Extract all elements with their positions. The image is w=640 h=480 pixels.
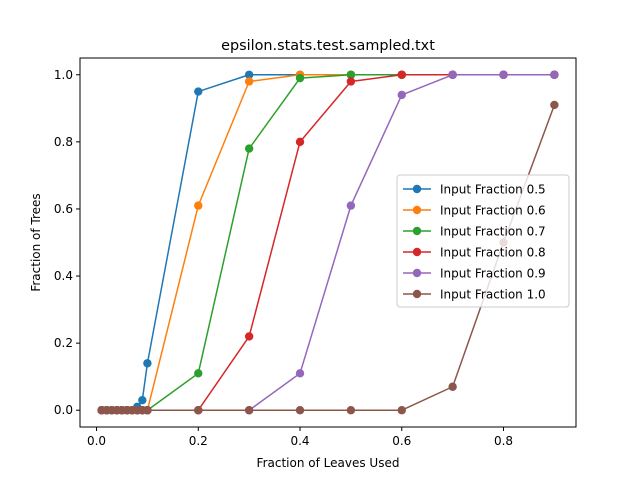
legend-box bbox=[396, 174, 570, 308]
legend-marker bbox=[412, 205, 422, 215]
data-point bbox=[397, 90, 406, 100]
data-point bbox=[143, 359, 152, 368]
legend-item: Input Fraction 0.5 bbox=[403, 183, 546, 197]
legend: Input Fraction 0.5 Input Fraction 0.6 Inpu… bbox=[396, 174, 570, 308]
data-point bbox=[244, 70, 254, 79]
data-point bbox=[346, 201, 356, 210]
legend-marker bbox=[412, 184, 422, 194]
legend-label: Input Fraction 0.5 bbox=[440, 183, 546, 197]
data-point bbox=[397, 406, 406, 415]
legend-marker bbox=[412, 247, 422, 257]
y-tick-label: 0.8 bbox=[54, 135, 73, 149]
legend-item: Input Fraction 1.0 bbox=[403, 288, 546, 302]
legend-marker bbox=[412, 226, 422, 236]
data-point bbox=[194, 406, 203, 415]
y-tick-label: 0.4 bbox=[54, 269, 73, 283]
data-point bbox=[448, 70, 457, 79]
x-tick-label: 0.0 bbox=[87, 434, 106, 448]
axis-ticks: 0.0 0.2 0.4 0.6 0.8 0.0 0.2 0.4 0.6 0.8 1.0 bbox=[54, 68, 513, 448]
data-point bbox=[346, 77, 356, 86]
legend-item: Input Fraction 0.8 bbox=[403, 246, 546, 260]
legend-item: Input Fraction 0.7 bbox=[403, 225, 546, 239]
data-point bbox=[244, 332, 254, 341]
series-6 bbox=[97, 100, 559, 415]
data-point bbox=[295, 406, 305, 415]
legend-label: Input Fraction 0.8 bbox=[440, 246, 546, 260]
data-point bbox=[244, 77, 254, 86]
x-tick-label: 0.8 bbox=[494, 434, 513, 448]
data-point bbox=[397, 70, 406, 79]
y-tick-label: 0.2 bbox=[54, 336, 73, 350]
data-point bbox=[143, 406, 152, 415]
data-point bbox=[448, 382, 457, 391]
data-point bbox=[295, 73, 305, 83]
legend-marker bbox=[412, 268, 422, 278]
data-point bbox=[194, 87, 203, 96]
data-point bbox=[550, 100, 559, 110]
y-axis-label: Fraction of Trees bbox=[29, 193, 43, 291]
data-point bbox=[346, 406, 356, 415]
x-tick-label: 0.6 bbox=[392, 434, 411, 448]
legend-label: Input Fraction 0.9 bbox=[440, 267, 546, 281]
legend-label: Input Fraction 0.7 bbox=[440, 225, 546, 239]
data-point bbox=[499, 70, 508, 79]
data-point bbox=[194, 369, 203, 378]
legend-label: Input Fraction 0.6 bbox=[440, 204, 546, 218]
x-axis-label: Fraction of Leaves Used bbox=[257, 456, 400, 470]
x-tick-label: 0.2 bbox=[189, 434, 208, 448]
legend-marker bbox=[412, 289, 422, 299]
y-tick-label: 0.0 bbox=[54, 403, 73, 417]
data-point bbox=[138, 395, 147, 405]
y-tick-label: 0.6 bbox=[54, 202, 73, 216]
axes-frame bbox=[79, 57, 577, 428]
y-tick-label: 1.0 bbox=[54, 68, 73, 82]
data-point bbox=[295, 137, 305, 147]
data-point bbox=[194, 201, 203, 210]
x-tick-label: 0.4 bbox=[290, 434, 309, 448]
data-point bbox=[295, 369, 305, 378]
legend-item: Input Fraction 0.9 bbox=[403, 267, 546, 281]
chart-title: epsilon.stats.test.sampled.txt bbox=[221, 38, 435, 54]
legend-label: Input Fraction 1.0 bbox=[440, 288, 546, 302]
plot-area bbox=[97, 70, 559, 415]
legend-item: Input Fraction 0.6 bbox=[403, 204, 546, 218]
data-point bbox=[346, 70, 356, 79]
data-point bbox=[244, 406, 254, 415]
data-point bbox=[244, 144, 254, 153]
data-point bbox=[550, 70, 559, 79]
